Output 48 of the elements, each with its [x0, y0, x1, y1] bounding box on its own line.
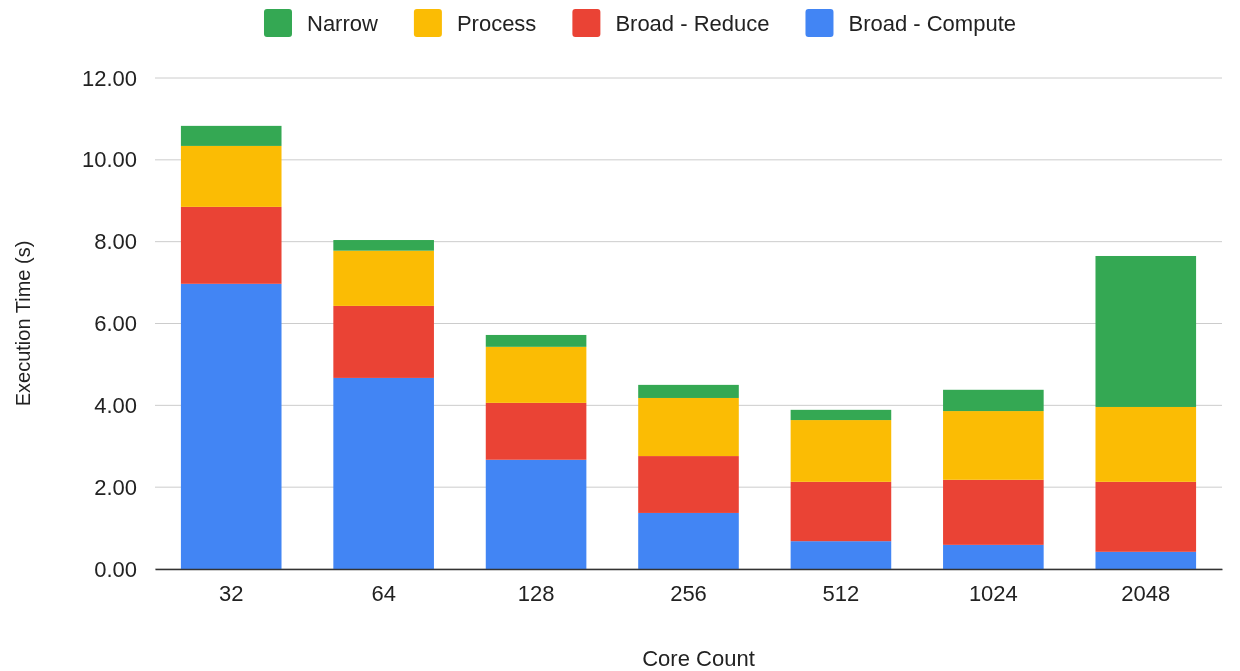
- bar: [790, 481, 892, 542]
- bar: [333, 240, 434, 251]
- legend-label: Narrow: [306, 11, 378, 36]
- bar: [485, 334, 587, 347]
- bar: [638, 512, 739, 569]
- y-tick-label: 12.00: [81, 65, 137, 91]
- bar: [485, 346, 587, 403]
- y-tick-label: 4.00: [94, 392, 137, 418]
- bar: [638, 397, 739, 457]
- bar: [790, 409, 892, 421]
- bar: [333, 250, 434, 306]
- bar: [638, 456, 739, 513]
- x-tick-label: 128: [517, 580, 555, 606]
- bar: [1095, 481, 1197, 552]
- x-tick-label: 64: [371, 580, 396, 606]
- x-tick-label: 1024: [968, 580, 1018, 606]
- legend-label: Broad - Compute: [848, 11, 1017, 36]
- bar: [180, 283, 282, 569]
- x-tick-label: 512: [822, 580, 860, 606]
- legend-label: Broad - Reduce: [615, 11, 770, 36]
- y-tick-label: 2.00: [94, 474, 137, 500]
- bar: [943, 411, 1044, 480]
- y-tick-label: 10.00: [81, 147, 137, 173]
- bar: [1095, 406, 1197, 482]
- x-axis-title: Core Count: [642, 646, 755, 671]
- bar: [790, 541, 892, 569]
- bar: [790, 420, 892, 482]
- bar: [943, 544, 1044, 569]
- bar: [943, 479, 1044, 545]
- x-tick-label: 256: [670, 580, 707, 606]
- bar: [333, 377, 434, 569]
- y-tick-label: 0.00: [94, 556, 137, 582]
- bar: [180, 125, 282, 146]
- bar: [485, 459, 587, 569]
- bar: [943, 389, 1044, 412]
- y-axis-title: Execution Time (s): [12, 240, 34, 407]
- x-tick-label: 32: [218, 580, 244, 606]
- bar: [1095, 551, 1197, 569]
- bar: [1095, 255, 1197, 407]
- y-tick-label: 8.00: [94, 229, 137, 255]
- bar: [333, 305, 434, 378]
- bar: [180, 206, 282, 284]
- y-tick-label: 6.00: [94, 311, 137, 337]
- bar: [180, 145, 282, 207]
- x-tick-label: 2048: [1121, 580, 1171, 606]
- bar: [485, 402, 587, 460]
- legend-label: Process: [456, 11, 537, 36]
- bar: [638, 384, 739, 398]
